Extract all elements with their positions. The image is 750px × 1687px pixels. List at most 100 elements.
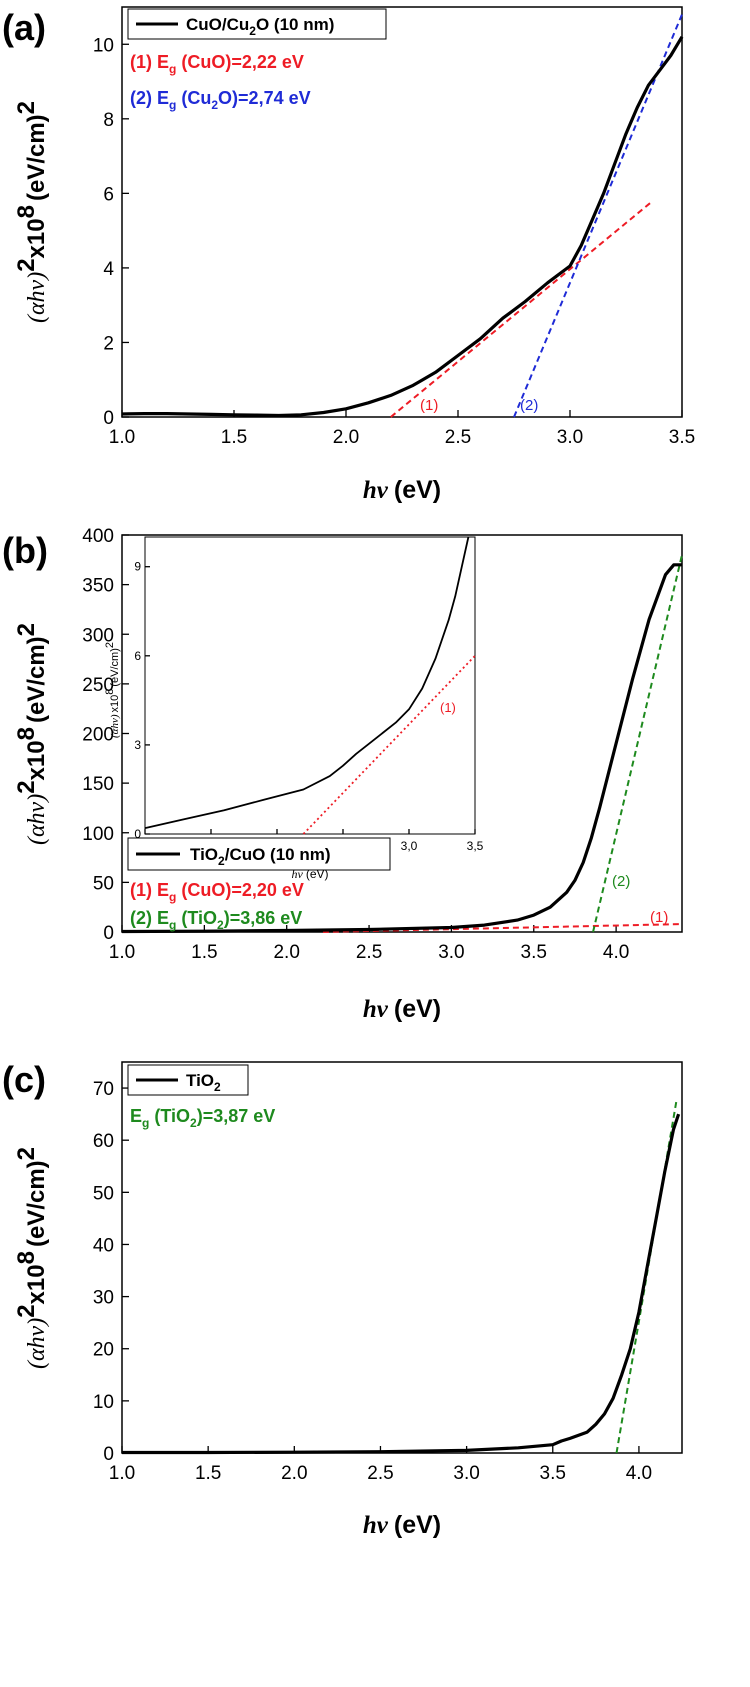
legend-label-a: CuO/Cu2O (10 nm) bbox=[186, 15, 334, 38]
x-ticks-a: 1.0 1.5 2.0 2.5 3.0 3.5 bbox=[109, 410, 695, 448]
x-tick-label: 3.5 bbox=[540, 1463, 566, 1484]
y-ticks-b: 0 50 100 150 200 250 300 350 400 bbox=[82, 526, 129, 944]
y-tick-label: 10 bbox=[93, 35, 114, 56]
fit-label-a-2: (2) bbox=[520, 397, 538, 414]
fit-line-1 bbox=[302, 655, 476, 835]
inset-fit-label: (1) bbox=[440, 700, 456, 715]
y-tick-label: 20 bbox=[93, 1340, 114, 1361]
x-tick-label: 1.5 bbox=[221, 427, 247, 448]
y-tick-label: 0 bbox=[103, 923, 114, 944]
x-tick-label: 1.5 bbox=[191, 942, 217, 963]
inset-fit-line bbox=[302, 655, 476, 835]
x-ticks-b: 1.0 1.5 2.0 2.5 3.0 3.5 4.0 bbox=[109, 925, 629, 963]
x-ticks-c: 1.0 1.5 2.0 2.5 3.0 3.5 4.0 bbox=[109, 1446, 652, 1484]
y-tick-label: 100 bbox=[82, 824, 114, 845]
plot-frame-c bbox=[121, 1061, 683, 1454]
inset-y-axis-label: (αhν)x108(eV/cm)2 bbox=[104, 642, 121, 738]
x-tick-label: 2.0 bbox=[273, 942, 299, 963]
fit-lines-a bbox=[390, 14, 683, 418]
series-b bbox=[121, 563, 682, 934]
x-tick-label: 3,5 bbox=[467, 839, 484, 853]
x-tick-label: 3.0 bbox=[453, 1463, 479, 1484]
annotation-c-1: Eg (TiO2)=3,87 eV bbox=[130, 1106, 275, 1130]
series-line-1 bbox=[121, 35, 684, 418]
plot-frame-a bbox=[121, 6, 683, 418]
x-axis-label-a: hν (eV) bbox=[363, 476, 441, 504]
series-line-1 bbox=[122, 1113, 681, 1455]
x-tick-label: 1.5 bbox=[195, 1463, 221, 1484]
fit-label-b-1: (1) bbox=[650, 909, 668, 926]
y-tick-label: 4 bbox=[103, 259, 114, 280]
fit-label-b-2: (2) bbox=[612, 873, 630, 890]
panel-label-b: (b) bbox=[2, 530, 48, 571]
x-tick-label: 1.0 bbox=[109, 942, 135, 963]
fit-line-2 bbox=[513, 14, 683, 418]
y-axis-label-a: (αhν)2x108(eV/cm)2 bbox=[13, 101, 50, 323]
x-tick-label: 3.5 bbox=[669, 427, 695, 448]
inset-frame-b bbox=[144, 536, 476, 835]
y-tick-label: 50 bbox=[93, 1183, 114, 1204]
y-tick-label: 8 bbox=[103, 110, 114, 131]
annotation-a-1: (1) Eg (CuO)=2,22 eV bbox=[130, 52, 304, 76]
x-tick-label: 1.0 bbox=[109, 427, 135, 448]
legend-b: TiO2/CuO (10 nm) bbox=[127, 837, 391, 871]
y-ticks-c: 0 10 20 30 40 50 60 70 bbox=[93, 1079, 129, 1465]
x-tick-label: 3,0 bbox=[401, 839, 418, 853]
fit-label-a-1: (1) bbox=[420, 397, 438, 414]
y-tick-label: 2 bbox=[103, 333, 114, 354]
legend-c: TiO2 bbox=[127, 1064, 249, 1096]
y-tick-label: 150 bbox=[82, 774, 114, 795]
y-tick-label: 50 bbox=[93, 873, 114, 894]
x-tick-label: 3.0 bbox=[438, 942, 464, 963]
x-tick-label: 3.5 bbox=[521, 942, 547, 963]
x-axis-label-b: hν (eV) bbox=[363, 995, 441, 1023]
chart-panel-b: (b) 1.0 1.5 2.0 2.5 3.0 3.5 4.0 0 50 100 150 200 25… bbox=[2, 526, 683, 1023]
y-axis-label-c: (αhν)2x108(eV/cm)2 bbox=[13, 1147, 50, 1369]
y-tick-label: 300 bbox=[82, 625, 114, 646]
x-tick-label: 2.5 bbox=[367, 1463, 393, 1484]
series-c bbox=[122, 1113, 681, 1455]
x-tick-label: 2.0 bbox=[281, 1463, 307, 1484]
inset-y-ticks: 0 3 6 9 bbox=[134, 560, 150, 841]
y-tick-label: 6 bbox=[103, 184, 114, 205]
x-tick-label: 2.0 bbox=[333, 427, 359, 448]
inset-series bbox=[144, 536, 470, 829]
legend-label-c: TiO2 bbox=[186, 1071, 221, 1094]
y-tick-label: 0 bbox=[134, 827, 141, 841]
x-tick-label: 2.5 bbox=[356, 942, 382, 963]
y-tick-label: 10 bbox=[93, 1392, 114, 1413]
x-tick-label: 3.0 bbox=[557, 427, 583, 448]
y-ticks-a: 0 2 4 6 8 10 bbox=[93, 35, 129, 429]
y-tick-label: 250 bbox=[82, 675, 114, 696]
y-tick-label: 400 bbox=[82, 526, 114, 547]
legend-label-b: TiO2/CuO (10 nm) bbox=[190, 845, 331, 868]
annotation-b-1: (1) Eg (CuO)=2,20 eV bbox=[130, 880, 304, 904]
x-tick-label: 1.0 bbox=[109, 1463, 135, 1484]
legend-a: CuO/Cu2O (10 nm) bbox=[127, 8, 387, 40]
chart-panel-c: (c) 1.0 1.5 2.0 2.5 3.0 3.5 4.0 0 10 20 30 40 50 60 7… bbox=[2, 1059, 683, 1539]
chart-panel-a: (a) 1.0 1.5 2.0 2.5 3.0 3.5 0 2 4 6 8 10 CuO/Cu2O … bbox=[2, 6, 695, 504]
y-tick-label: 350 bbox=[82, 576, 114, 597]
fit-lines-b bbox=[322, 554, 683, 933]
panel-label-c: (c) bbox=[2, 1059, 46, 1100]
y-tick-label: 6 bbox=[134, 649, 141, 663]
panel-label-a: (a) bbox=[2, 7, 46, 48]
fit-line-1 bbox=[390, 200, 654, 418]
y-tick-label: 30 bbox=[93, 1288, 114, 1309]
series-line-1 bbox=[144, 536, 470, 829]
x-tick-label: 4.0 bbox=[626, 1463, 652, 1484]
x-axis-label-c: hν (eV) bbox=[363, 1511, 441, 1539]
y-axis-label-b: (αhν)2x108(eV/cm)2 bbox=[13, 623, 50, 845]
y-tick-label: 70 bbox=[93, 1079, 114, 1100]
x-tick-label: 4.0 bbox=[603, 942, 629, 963]
series-line-1 bbox=[121, 563, 682, 934]
y-tick-label: 60 bbox=[93, 1131, 114, 1152]
x-tick-label: 2.5 bbox=[445, 427, 471, 448]
annotation-a-2: (2) Eg (Cu2O)=2,74 eV bbox=[130, 88, 311, 112]
y-tick-label: 0 bbox=[103, 408, 114, 429]
y-tick-label: 40 bbox=[93, 1235, 114, 1256]
fit-line-2 bbox=[592, 554, 683, 933]
annotation-b-2: (2) Eg (TiO2)=3,86 eV bbox=[130, 908, 302, 932]
